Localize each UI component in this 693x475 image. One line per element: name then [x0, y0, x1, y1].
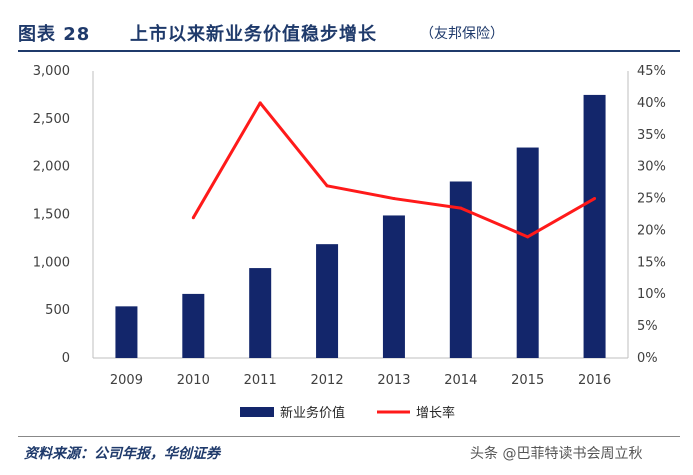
y-right-tick-label: 20%: [637, 223, 666, 238]
growth-point-2015: [526, 235, 530, 239]
y-right-tick-label: 10%: [637, 287, 666, 302]
bar-2009: [115, 306, 138, 358]
y-right-tick-label: 30%: [637, 160, 666, 175]
bar-2010: [182, 293, 205, 358]
y-left-tick-label: 2,000: [33, 160, 70, 175]
legend-bar-label: 新业务价值: [280, 405, 345, 421]
chart-title: 上市以来新业务价值稳步增长: [130, 24, 377, 45]
growth-point-2011: [258, 101, 262, 105]
bar-2015: [516, 147, 539, 358]
growth-point-2016: [593, 197, 597, 201]
bar-2012: [316, 244, 339, 358]
x-tick-label: 2016: [578, 373, 611, 388]
legend-bar-swatch: [240, 407, 274, 417]
bar-2014: [449, 181, 472, 358]
x-tick-label: 2013: [377, 373, 410, 388]
y-right-tick-label: 25%: [637, 192, 666, 207]
growth-point-2012: [325, 184, 329, 188]
y-left-tick-label: 1,500: [33, 208, 70, 223]
y-right-tick-label: 0%: [637, 351, 658, 366]
x-tick-label: 2009: [110, 373, 143, 388]
title-bar: 图表 28 上市以来新业务价值稳步增长 （友邦保险）: [18, 20, 678, 50]
bar-2013: [382, 215, 405, 358]
x-tick-label: 2010: [177, 373, 210, 388]
footer-watermark: 头条 @巴菲特读书会周立秋: [470, 446, 643, 462]
x-tick-label: 2012: [311, 373, 344, 388]
y-right-tick-label: 35%: [637, 128, 666, 143]
growth-point-2010: [191, 216, 195, 220]
x-tick-label: 2015: [511, 373, 544, 388]
figure-label: 图表 28: [18, 24, 91, 45]
footer-source: 资料来源：公司年报，华创证券: [24, 446, 220, 462]
y-left-tick-label: 0: [62, 351, 70, 366]
x-tick-label: 2011: [244, 373, 277, 388]
y-left-tick-label: 500: [45, 303, 70, 318]
y-right-tick-label: 40%: [637, 96, 666, 111]
y-right-tick-label: 15%: [637, 255, 666, 270]
footer-divider: [18, 436, 680, 437]
title-source-note: （友邦保险）: [420, 26, 504, 42]
bar-2011: [249, 268, 272, 358]
growth-point-2013: [392, 197, 396, 201]
y-right-tick-label: 5%: [637, 319, 658, 334]
legend-line-label: 增长率: [416, 405, 455, 421]
title-divider: [18, 50, 680, 52]
bar-2016: [583, 94, 606, 359]
x-tick-label: 2014: [444, 373, 477, 388]
growth-point-2014: [459, 206, 463, 210]
y-left-tick-label: 1,000: [33, 255, 70, 270]
y-right-tick-label: 45%: [637, 64, 666, 79]
y-left-tick-label: 3,000: [33, 64, 70, 79]
y-left-tick-label: 2,500: [33, 112, 70, 127]
